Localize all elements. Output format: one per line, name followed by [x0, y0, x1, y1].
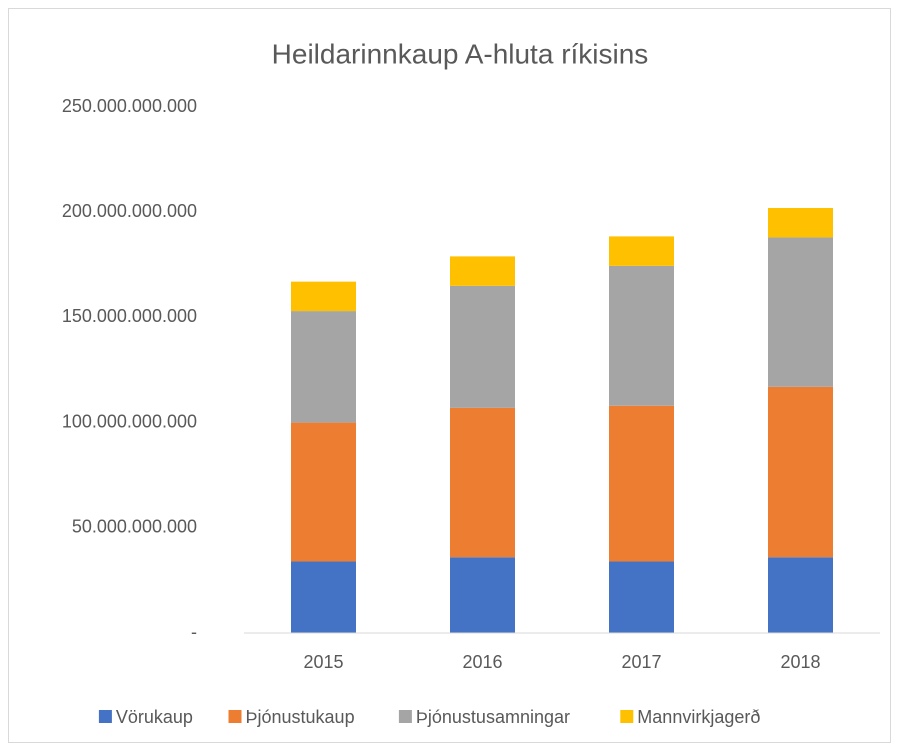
chart-title: Heildarinnkaup A-hluta ríkisins	[272, 38, 649, 69]
bar-segment	[291, 422, 356, 562]
x-tick-label: 2016	[462, 652, 502, 672]
bar-segment	[450, 407, 515, 558]
bar-segment	[450, 285, 515, 408]
y-tick-label: 250.000.000.000	[62, 96, 197, 116]
legend-label: Þjónustusamningar	[416, 707, 570, 727]
x-tick-label: 2018	[780, 652, 820, 672]
y-tick-label: 50.000.000.000	[72, 517, 197, 537]
legend-swatch	[620, 710, 634, 723]
bar-segment	[291, 561, 356, 633]
legend-swatch	[98, 710, 112, 723]
x-tick-label: 2015	[303, 652, 343, 672]
bar-segment	[450, 557, 515, 633]
x-tick-label: 2017	[621, 652, 661, 672]
legend-label: Þjónustukaup	[246, 707, 355, 727]
bar-segment	[609, 561, 674, 633]
legend-label: Vörukaup	[116, 707, 193, 727]
bar-segment	[291, 281, 356, 312]
bar-segment	[609, 236, 674, 266]
chart-frame	[8, 8, 891, 743]
legend-swatch	[398, 710, 412, 723]
bar-segment	[609, 405, 674, 562]
bar-segment	[768, 557, 833, 633]
y-tick-label: -	[191, 622, 197, 642]
y-tick-label: 100.000.000.000	[62, 411, 197, 431]
bar-segment	[291, 311, 356, 423]
y-tick-label: 200.000.000.000	[62, 201, 197, 221]
legend-label: Mannvirkjagerð	[637, 707, 760, 727]
bar-segment	[609, 265, 674, 406]
y-tick-label: 150.000.000.000	[62, 306, 197, 326]
bar-segment	[768, 207, 833, 238]
bar-segment	[768, 237, 833, 387]
bar-segment	[768, 386, 833, 558]
legend-swatch	[228, 710, 242, 723]
bar-segment	[450, 256, 515, 286]
